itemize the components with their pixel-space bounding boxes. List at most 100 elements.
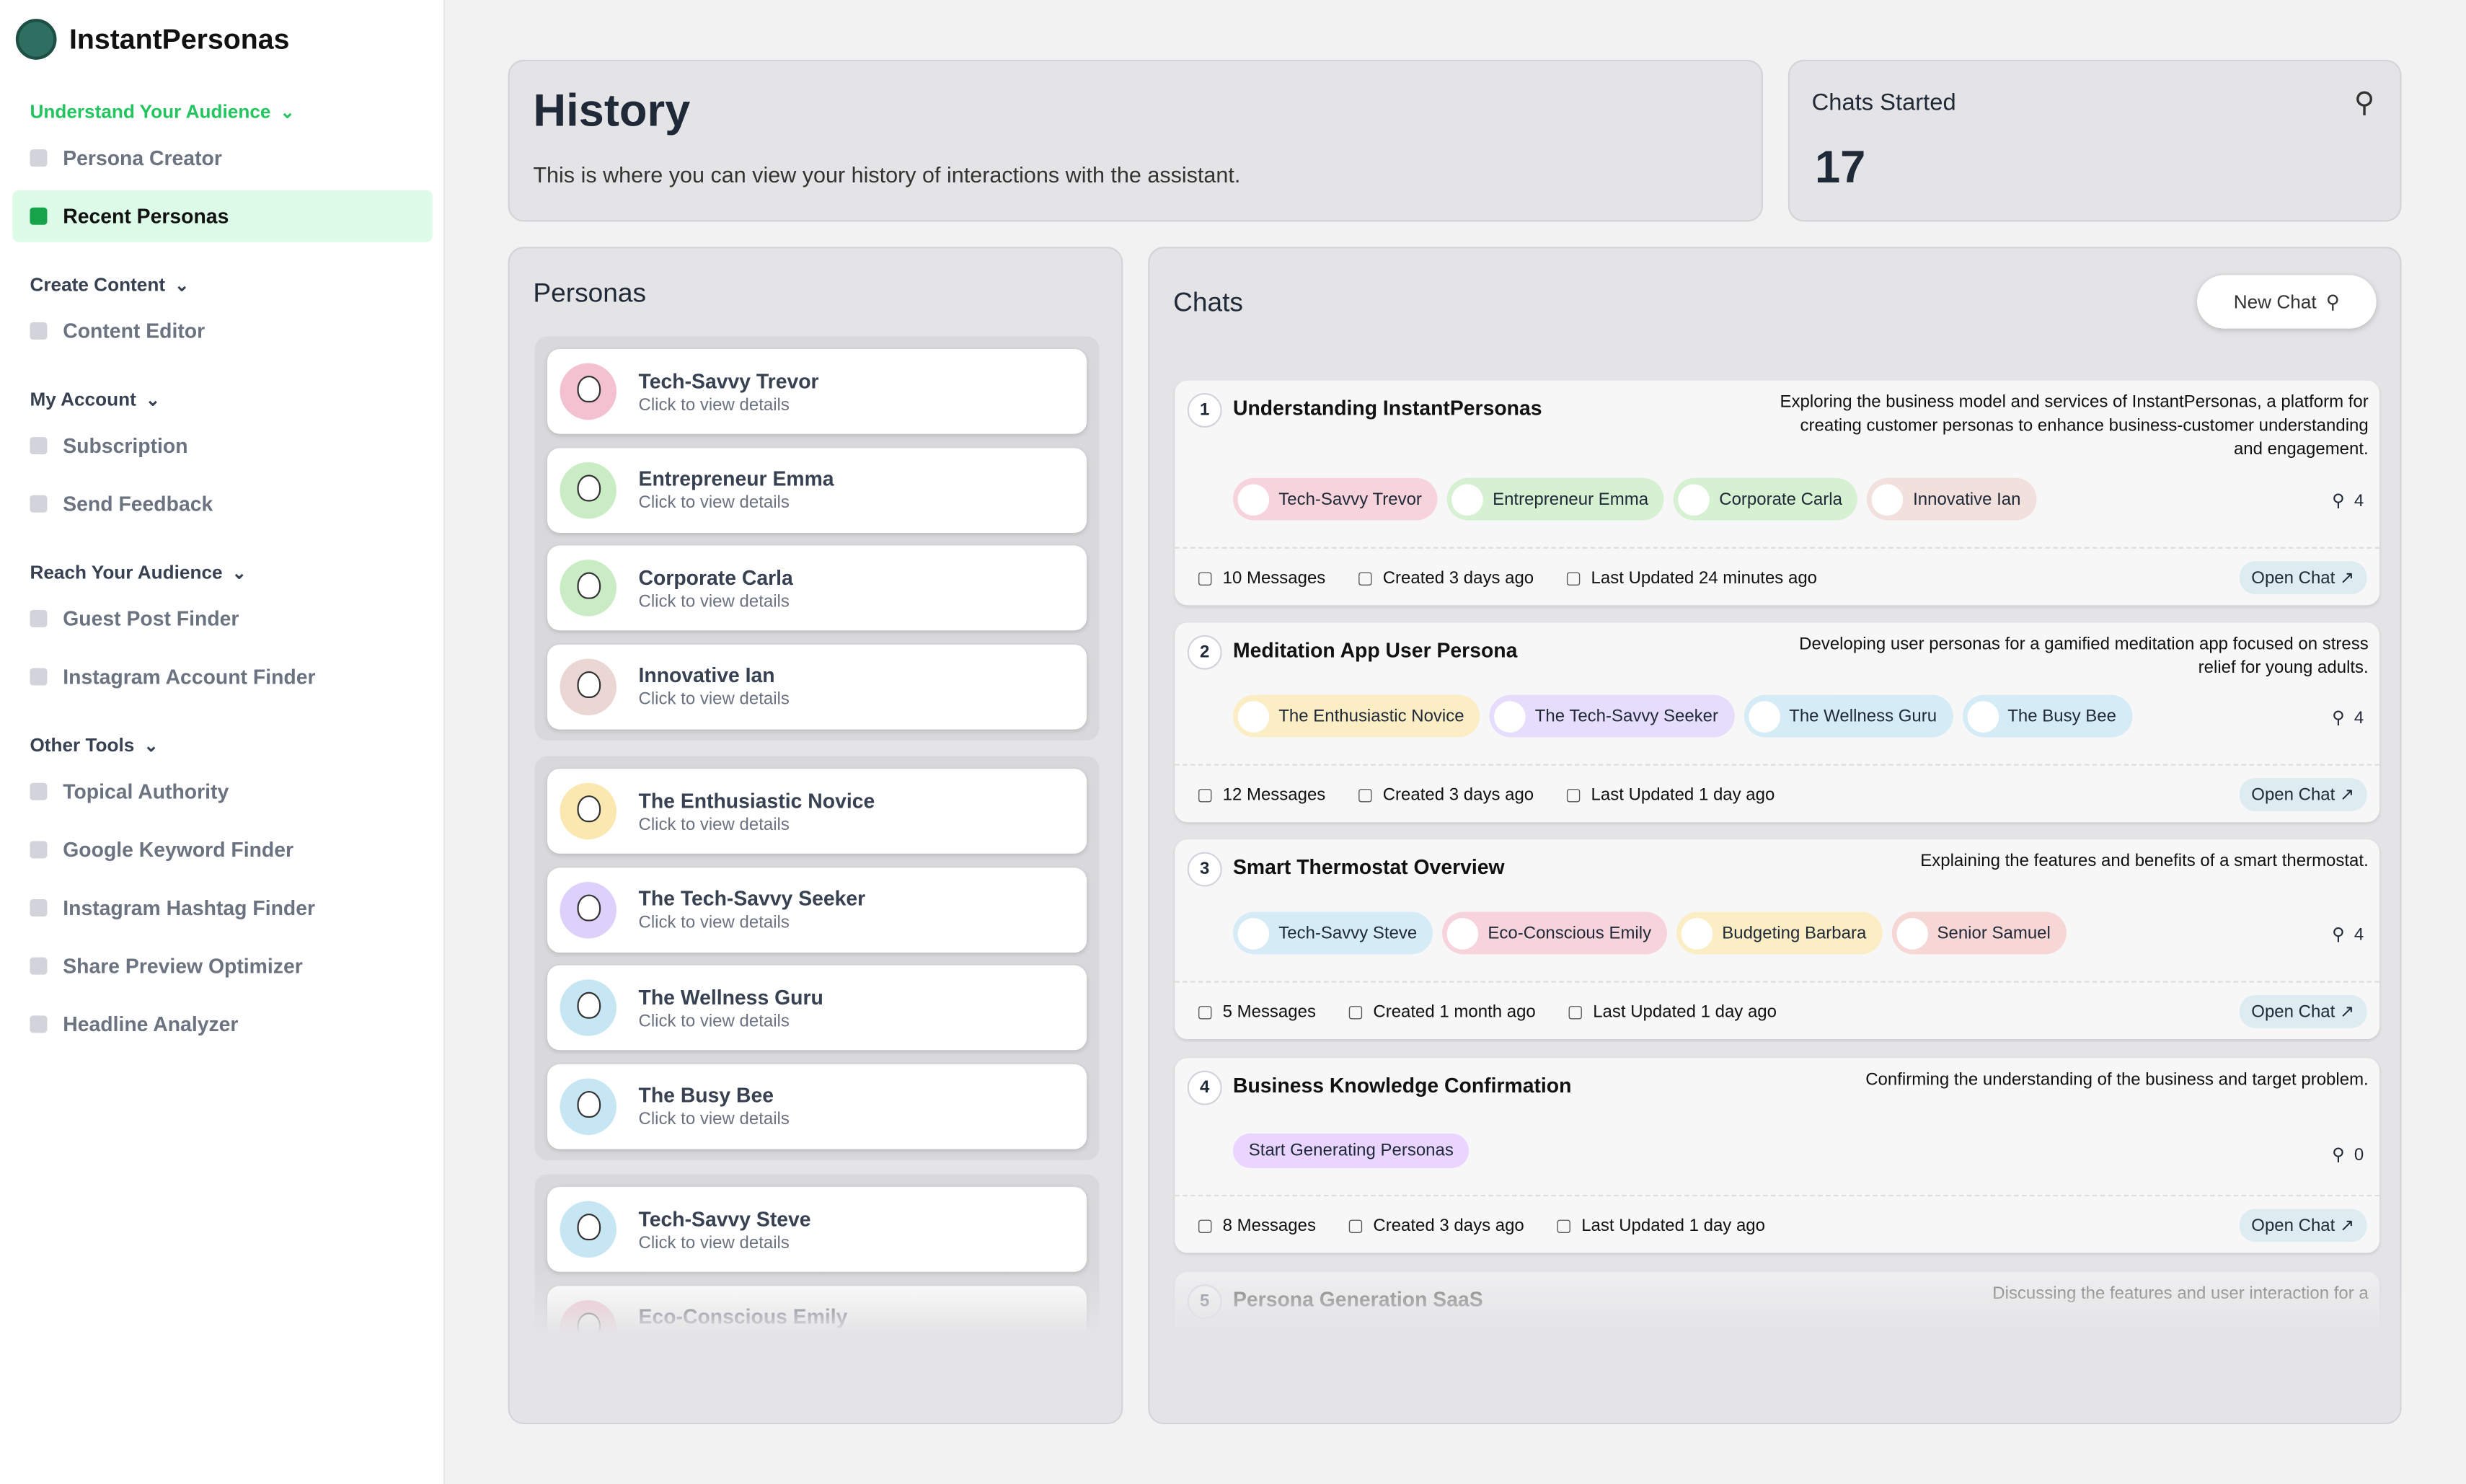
persona-text: Innovative Ian Click to view details xyxy=(639,663,790,709)
persona-chip[interactable]: The Busy Bee xyxy=(1961,694,2132,738)
persona-count: ⚲ 4 xyxy=(2332,490,2364,511)
chip-label: Tech-Savvy Trevor xyxy=(1278,490,1422,509)
persona-text: The Tech-Savvy Seeker Click to view detai… xyxy=(639,887,866,932)
open-chat-button[interactable]: Open Chat xyxy=(2238,561,2367,595)
chat-item[interactable]: 4 Business Knowledge Confirmation Confirmi… xyxy=(1175,1058,2380,1253)
nav-label: Topical Authority xyxy=(63,779,229,804)
persona-name: Corporate Carla xyxy=(638,565,793,589)
persona-text: The Wellness Guru Click to view details xyxy=(639,985,823,1030)
chip-avatar xyxy=(1748,700,1780,732)
persona-name: Tech-Savvy Trevor xyxy=(638,368,819,392)
persona-chip[interactable]: Entrepreneur Emma xyxy=(1446,477,1664,521)
chat-item[interactable]: 2 Meditation App User Persona Developing u… xyxy=(1175,622,2380,823)
open-chat-button[interactable]: Open Chat xyxy=(2238,1209,2367,1242)
icon: ⚲ xyxy=(2325,291,2340,313)
persona-card[interactable]: Corporate Carla Click to view details xyxy=(547,545,1087,631)
persona-card[interactable]: Tech-Savvy Steve Click to view details xyxy=(547,1186,1087,1272)
persona-chip[interactable]: Eco-Conscious Emily xyxy=(1442,911,1667,955)
persona-name: Innovative Ian xyxy=(638,663,775,687)
count-icon: ⚲ xyxy=(2332,1146,2345,1165)
nav-label: Share Preview Optimizer xyxy=(63,954,303,979)
stat-value: 17 xyxy=(1814,143,1866,194)
persona-chip[interactable]: Tech-Savvy Trevor xyxy=(1232,477,1438,521)
nav-icon xyxy=(30,437,48,455)
nav-item[interactable]: Send Feedback xyxy=(12,478,432,530)
nav-item[interactable]: Content Editor xyxy=(12,305,432,357)
persona-card[interactable]: Tech-Savvy Trevor Click to view details xyxy=(547,348,1087,434)
nav-group-title[interactable]: Create Content xyxy=(0,264,445,305)
nav-item[interactable]: Headline Analyzer xyxy=(12,998,432,1050)
chip-label: The Tech-Savvy Seeker xyxy=(1534,706,1719,726)
persona-chip[interactable]: The Wellness Guru xyxy=(1743,694,1953,738)
generate-button[interactable]: Start Generating Personas xyxy=(1232,1133,1470,1168)
nav-item[interactable]: Guest Post Finder xyxy=(12,593,432,645)
nav-icon xyxy=(30,149,48,167)
persona-card[interactable]: The Enthusiastic Novice Click to view det… xyxy=(547,769,1087,854)
chat-item[interactable]: 3 Smart Thermostat Overview Explaining the… xyxy=(1175,839,2380,1040)
open-chat-button[interactable]: Open Chat xyxy=(2238,995,2367,1028)
nav-group-title[interactable]: Reach Your Audience xyxy=(0,552,445,593)
nav-icon xyxy=(30,207,48,225)
persona-card[interactable]: Innovative Ian Click to view details xyxy=(547,643,1087,729)
persona-chip[interactable]: The Tech-Savvy Seeker xyxy=(1489,694,1734,738)
persona-name: The Wellness Guru xyxy=(638,984,823,1009)
persona-card[interactable]: The Busy Bee Click to view details xyxy=(547,1063,1087,1149)
count-value: 4 xyxy=(2354,492,2364,511)
nav-item[interactable]: Persona Creator xyxy=(12,132,432,184)
count-icon: ⚲ xyxy=(2332,926,2345,945)
persona-card[interactable]: The Tech-Savvy Seeker Click to view detai… xyxy=(547,867,1087,953)
chat-meta: 5 Messages Created 1 month ago Last Update… xyxy=(1175,981,2380,1039)
chip-label: The Wellness Guru xyxy=(1789,706,1937,726)
brand[interactable]: InstantPersonas xyxy=(15,19,289,60)
chat-description: Exploring the business model and service… xyxy=(1780,393,2369,459)
nav-item[interactable]: Google Keyword Finder xyxy=(12,823,432,875)
open-chat-button[interactable]: Open Chat xyxy=(2238,778,2367,811)
nav-item[interactable]: Instagram Account Finder xyxy=(12,651,432,703)
persona-chip[interactable]: Senior Samuel xyxy=(1891,911,2067,955)
chip-label: The Busy Bee xyxy=(2007,706,2116,726)
persona-chip[interactable]: Corporate Carla xyxy=(1673,477,1858,521)
nav-item[interactable]: Subscription xyxy=(12,420,432,472)
chip-label: Corporate Carla xyxy=(1719,490,1842,509)
chip-avatar xyxy=(1446,917,1479,949)
persona-chip[interactable]: The Enthusiastic Novice xyxy=(1232,694,1480,738)
avatar xyxy=(560,658,616,715)
nav-icon xyxy=(30,668,48,686)
persona-count: ⚲ 4 xyxy=(2332,707,2364,728)
persona-text: Entrepreneur Emma Click to view details xyxy=(639,467,834,512)
nav-item[interactable]: Share Preview Optimizer xyxy=(12,940,432,992)
chat-index: 2 xyxy=(1187,635,1222,670)
persona-chip[interactable]: Budgeting Barbara xyxy=(1676,911,1883,955)
fade xyxy=(1149,1254,2400,1423)
nav-group-title[interactable]: Understand Your Audience xyxy=(0,91,445,132)
new-chat-button[interactable]: New Chat ⚲ xyxy=(2196,275,2377,329)
nav: Understand Your Audience Persona Creator R… xyxy=(0,91,445,1056)
nav-label: Instagram Account Finder xyxy=(63,665,316,689)
nav-group-title[interactable]: Other Tools xyxy=(0,725,445,766)
nav-icon xyxy=(30,1015,48,1033)
count-icon: ⚲ xyxy=(2332,709,2345,728)
nav-item[interactable]: Instagram Hashtag Finder xyxy=(12,882,432,934)
nav-label: Recent Personas xyxy=(63,204,229,229)
chip-label: Eco-Conscious Emily xyxy=(1488,923,1652,942)
nav-item[interactable]: Topical Authority xyxy=(12,766,432,818)
count-value: 4 xyxy=(2354,926,2364,945)
chip-label: Entrepreneur Emma xyxy=(1493,490,1649,509)
meta-updated: Last Updated 1 day ago xyxy=(1555,1214,1765,1235)
nav-icon xyxy=(30,899,48,917)
nav-item[interactable]: Recent Personas xyxy=(12,190,433,242)
stat-card: Chats Started ⚲ 17 xyxy=(1787,59,2402,222)
chip-label: Senior Samuel xyxy=(1937,923,2051,942)
persona-chip[interactable]: Innovative Ian xyxy=(1867,477,2037,521)
panel-title: Chats xyxy=(1173,287,1243,318)
persona-card[interactable]: Entrepreneur Emma Click to view details xyxy=(547,447,1087,532)
persona-chip[interactable]: Tech-Savvy Steve xyxy=(1232,911,1433,955)
meta-created: Created 1 month ago xyxy=(1348,1001,1535,1021)
meta-messages: 8 Messages xyxy=(1197,1214,1316,1235)
nav-group-title[interactable]: My Account xyxy=(0,379,445,420)
button-label: New Chat xyxy=(2233,291,2317,313)
avatar xyxy=(560,1077,616,1134)
persona-card[interactable]: The Wellness Guru Click to view details xyxy=(547,965,1087,1051)
chip-avatar xyxy=(1494,700,1526,732)
chat-item[interactable]: 1 Understanding InstantPersonas Exploring … xyxy=(1175,380,2380,606)
